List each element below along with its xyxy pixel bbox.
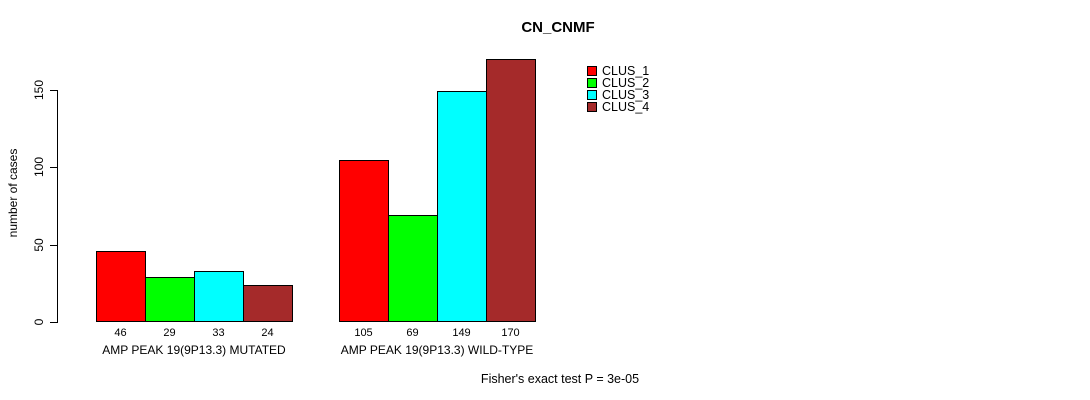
legend-swatch-icon — [587, 66, 597, 76]
y-axis-tick-label: 50 — [32, 238, 46, 252]
y-axis-tick-label: 150 — [32, 79, 46, 101]
bar-value-label: 69 — [406, 327, 419, 339]
bar-value-label: 24 — [261, 327, 274, 339]
legend-item-clus_3: CLUS_3 — [587, 89, 649, 101]
category-label: AMP PEAK 19(9P13.3) WILD-TYPE — [340, 343, 534, 357]
bar-clus_3-group2 — [437, 91, 487, 322]
legend-label: CLUS_3 — [602, 88, 650, 102]
category-label: AMP PEAK 19(9P13.3) MUTATED — [102, 343, 286, 357]
bar-value-label: 46 — [114, 327, 127, 339]
legend-swatch-icon — [587, 78, 597, 88]
bar-clus_1-group1 — [96, 251, 146, 322]
legend-label: CLUS_1 — [602, 64, 650, 78]
bar-clus_3-group1 — [194, 271, 244, 322]
legend-item-clus_4: CLUS_4 — [587, 101, 649, 113]
bar-clus_2-group1 — [145, 277, 195, 322]
y-axis-tick-label: 100 — [32, 156, 46, 178]
y-axis-tick — [50, 90, 57, 91]
bar-value-label: 33 — [212, 327, 225, 339]
legend-item-clus_1: CLUS_1 — [587, 65, 649, 77]
bar-clus_1-group2 — [339, 160, 389, 322]
y-axis-tick-label: 0 — [32, 318, 46, 326]
y-axis-tick — [50, 167, 57, 168]
legend: CLUS_1 CLUS_2 CLUS_3 CLUS_4 — [587, 65, 649, 113]
bar-value-label: 170 — [501, 327, 520, 339]
chart-title: CN_CNMF — [521, 19, 595, 36]
legend-label: CLUS_2 — [602, 76, 650, 90]
legend-item-clus_2: CLUS_2 — [587, 77, 649, 89]
bar-clus_2-group2 — [388, 215, 438, 322]
legend-swatch-icon — [587, 90, 597, 100]
stat-annotation: Fisher's exact test P = 3e-05 — [480, 372, 640, 386]
bar-clus_4-group1 — [243, 285, 293, 322]
y-axis-label: number of cases — [6, 148, 20, 238]
y-axis-tick — [50, 322, 57, 323]
legend-swatch-icon — [587, 102, 597, 112]
bar-value-label: 149 — [452, 327, 471, 339]
bar-clus_4-group2 — [486, 59, 536, 322]
bar-value-label: 105 — [354, 327, 373, 339]
legend-label: CLUS_4 — [602, 100, 650, 114]
bar-value-label: 29 — [163, 327, 176, 339]
y-axis-line — [57, 90, 58, 323]
y-axis-tick — [50, 245, 57, 246]
